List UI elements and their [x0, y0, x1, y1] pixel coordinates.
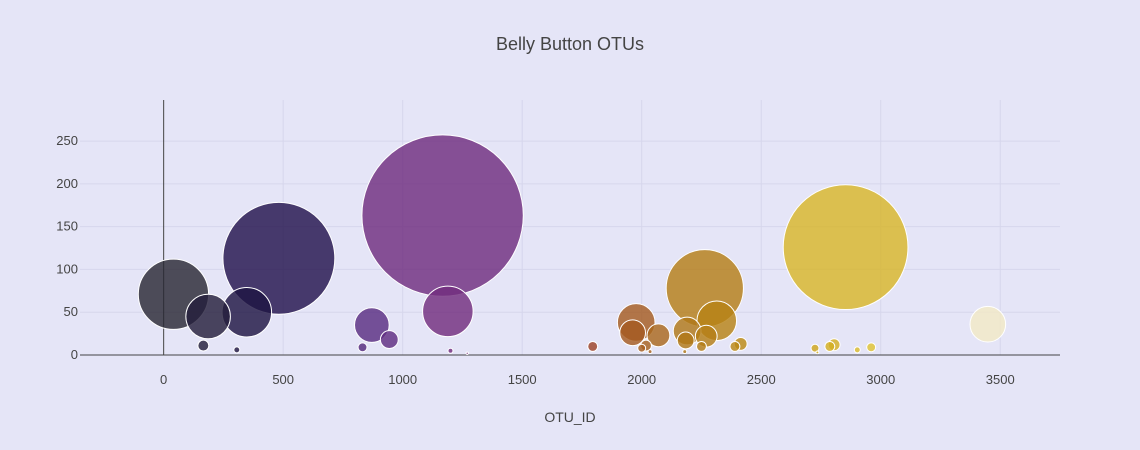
bubble-point[interactable] — [810, 343, 820, 353]
x-tick-label: 3500 — [986, 372, 1015, 387]
x-tick-label: 2000 — [627, 372, 656, 387]
x-tick-label: 1500 — [508, 372, 537, 387]
bubble-point[interactable] — [379, 330, 399, 350]
y-tick-label: 250 — [56, 133, 78, 148]
bubble-point[interactable] — [676, 331, 695, 350]
bubble-point[interactable] — [682, 349, 688, 355]
bubble-point[interactable] — [824, 340, 836, 352]
y-tick-label: 150 — [56, 219, 78, 234]
bubble-point[interactable] — [222, 201, 336, 315]
bubble-point[interactable] — [447, 347, 454, 354]
bubble-point[interactable] — [197, 339, 210, 352]
x-axis-title: OTU_ID — [544, 409, 595, 425]
y-tick-label: 50 — [64, 304, 78, 319]
bubble-point[interactable] — [619, 319, 646, 347]
chart-title: Belly Button OTUs — [496, 34, 644, 54]
bubble-point[interactable] — [853, 346, 861, 354]
bubble-point[interactable] — [647, 349, 653, 355]
bubble-point[interactable] — [637, 343, 647, 353]
bubble-point[interactable] — [465, 351, 469, 355]
x-tick-label: 2500 — [747, 372, 776, 387]
bubble-point[interactable] — [185, 293, 231, 340]
y-tick-label: 200 — [56, 176, 78, 191]
bubble-point[interactable] — [354, 307, 390, 343]
bubble-point[interactable] — [587, 340, 599, 352]
bubble-point[interactable] — [361, 134, 524, 297]
bubble-point[interactable] — [422, 285, 474, 338]
bubble-point[interactable] — [696, 340, 707, 352]
bubble-point[interactable] — [729, 340, 741, 352]
bubble-point[interactable] — [646, 323, 671, 348]
bubble-point[interactable] — [233, 346, 241, 354]
bubble-point[interactable] — [969, 305, 1007, 343]
y-tick-label: 100 — [56, 261, 78, 276]
x-tick-label: 500 — [272, 372, 294, 387]
bubble-point[interactable] — [815, 350, 820, 355]
x-tick-label: 3000 — [866, 372, 895, 387]
y-tick-label: 0 — [71, 347, 78, 362]
bubble-layer[interactable] — [137, 134, 1007, 355]
bubble-point[interactable] — [357, 342, 368, 353]
bubble-point[interactable] — [866, 342, 877, 353]
bubble-point[interactable] — [782, 184, 909, 311]
label-layer: 0 500 1000 1500 2000 2500 3000 3500 0 50 100 150 200… — [56, 133, 1014, 387]
x-tick-label: 0 — [160, 372, 167, 387]
x-tick-label: 1000 — [388, 372, 417, 387]
